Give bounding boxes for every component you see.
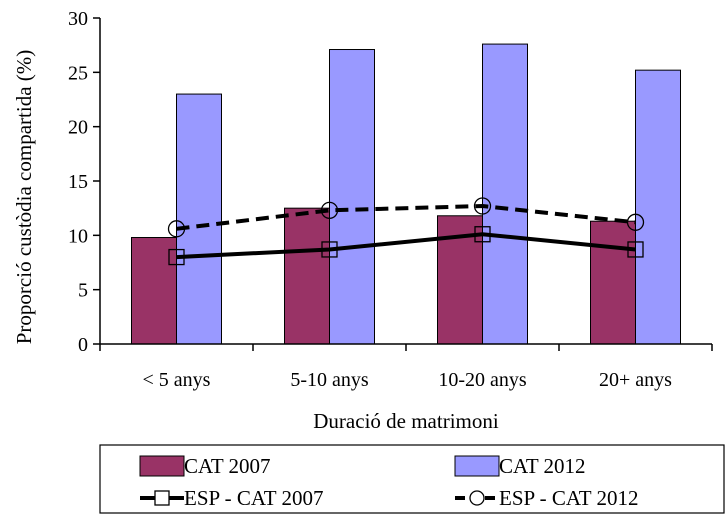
y-tick-label: 20 bbox=[68, 117, 88, 139]
point-esp-cat-2007 bbox=[474, 226, 491, 243]
bar-cat-2012 bbox=[176, 93, 222, 345]
x-tick-label: 5-10 anys bbox=[290, 369, 369, 391]
x-axis-title: Duració de matrimoni bbox=[313, 409, 499, 433]
legend-label-esp-cat-2007: ESP - CAT 2007 bbox=[184, 486, 323, 510]
line-esp-cat-2007 bbox=[176, 232, 636, 260]
x-tick-label: 10-20 anys bbox=[438, 369, 527, 391]
point-esp-cat-2012 bbox=[167, 220, 186, 238]
legend-label-cat-2012: CAT 2012 bbox=[499, 454, 586, 478]
x-ticks: < 5 anys 5-10 anys 10-20 anys 20+ anys bbox=[99, 344, 713, 391]
legend-label-esp-cat-2012: ESP - CAT 2012 bbox=[499, 486, 638, 510]
line-esp-cat-2012 bbox=[176, 203, 636, 231]
y-tick-label: 30 bbox=[68, 8, 88, 30]
legend-box bbox=[99, 444, 725, 514]
legend-label-cat-2007: CAT 2007 bbox=[184, 454, 271, 478]
point-esp-cat-2012 bbox=[320, 201, 339, 219]
bar-cat-2007 bbox=[284, 207, 330, 345]
legend-swatch-cat-2007 bbox=[139, 455, 185, 477]
y-tick-label: 15 bbox=[68, 171, 88, 193]
bar-cat-2007 bbox=[590, 220, 636, 345]
point-esp-cat-2007 bbox=[627, 241, 644, 258]
y-tick-label: 25 bbox=[68, 62, 88, 84]
point-esp-cat-2012 bbox=[626, 213, 645, 231]
bar-cat-2012 bbox=[635, 69, 681, 345]
bars-layer bbox=[131, 43, 681, 345]
y-axis-title: Proporció custòdia compartida (%) bbox=[12, 50, 36, 345]
y-ticks: 0 5 10 15 20 25 30 bbox=[68, 8, 100, 356]
y-tick-label: 5 bbox=[78, 280, 88, 302]
legend-marker-esp-cat-2007 bbox=[154, 490, 170, 506]
legend-swatch-cat-2012 bbox=[454, 455, 500, 477]
x-tick-label: < 5 anys bbox=[143, 369, 211, 391]
y-tick-label: 0 bbox=[78, 334, 88, 356]
y-tick-label: 10 bbox=[68, 225, 88, 247]
bar-cat-2012 bbox=[329, 49, 375, 345]
point-esp-cat-2007 bbox=[321, 241, 338, 258]
legend-marker-esp-cat-2012 bbox=[469, 490, 485, 506]
point-esp-cat-2007 bbox=[168, 248, 185, 266]
point-esp-cat-2012 bbox=[473, 197, 492, 215]
bar-cat-2012 bbox=[482, 43, 528, 345]
x-tick-label: 20+ anys bbox=[599, 369, 672, 391]
legend: CAT 2007 CAT 2012 ESP - CAT 2007 ESP - C… bbox=[99, 444, 725, 514]
bar-cat-2007 bbox=[131, 237, 177, 345]
lines-layer bbox=[167, 197, 645, 266]
